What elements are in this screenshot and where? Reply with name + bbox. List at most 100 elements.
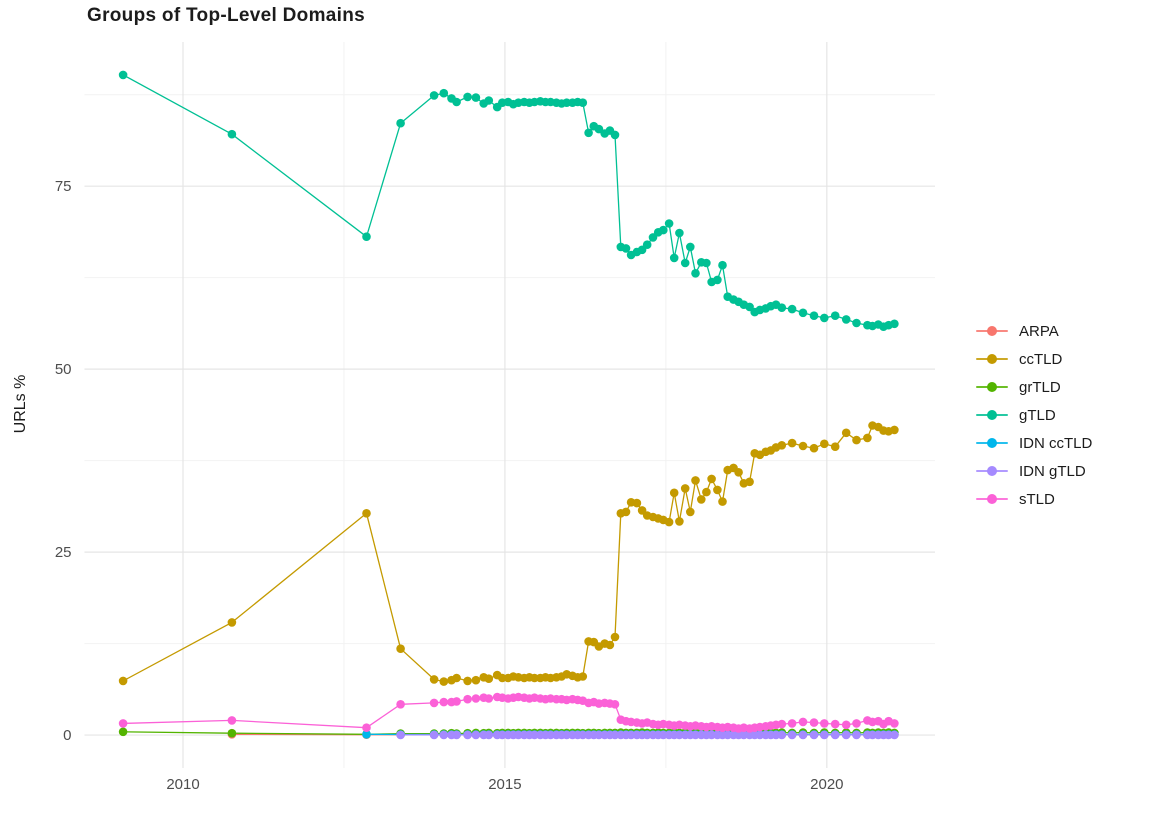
legend-key-idn-cctld-icon (976, 433, 1008, 453)
data-point (787, 304, 797, 314)
legend-key-cctld-icon (976, 349, 1008, 369)
data-point (659, 225, 668, 235)
legend-item-gtld: gTLD (976, 405, 1092, 425)
data-point (852, 435, 861, 445)
data-point (841, 720, 851, 730)
data-point (702, 487, 711, 497)
data-point (820, 719, 829, 728)
y-tick-label-50: 50 (55, 361, 72, 378)
legend-key-stld-icon (976, 489, 1008, 509)
data-point (777, 719, 787, 729)
data-point (578, 98, 588, 107)
data-point (362, 723, 371, 732)
x-tick-label-2015: 2015 (488, 776, 521, 793)
data-point (820, 313, 829, 323)
data-point (777, 441, 787, 450)
chart-title: Groups of Top-Level Domains (87, 5, 365, 26)
legend-item-idn-cctld: IDN ccTLD (976, 433, 1092, 453)
data-point (471, 694, 481, 703)
data-point (820, 730, 829, 740)
series-points-IDN gTLD (396, 730, 899, 740)
data-point (429, 698, 439, 708)
legend-key-gtld-icon (976, 405, 1008, 425)
data-point (686, 507, 695, 517)
data-point (429, 675, 439, 684)
legend-label-gtld: gTLD (1019, 406, 1056, 424)
data-point (362, 730, 371, 739)
data-point (584, 128, 593, 138)
series-points-ccTLD (118, 421, 899, 686)
data-point (484, 694, 494, 703)
legend-label-idn-gtld: IDN gTLD (1019, 462, 1086, 480)
data-point (471, 675, 481, 685)
series-line-gTLD (122, 74, 895, 328)
data-point (798, 441, 808, 451)
data-point (484, 730, 494, 740)
data-point (841, 315, 851, 324)
data-point (463, 676, 472, 686)
data-point (820, 439, 829, 449)
data-point (745, 477, 754, 487)
series-points-gTLD (118, 70, 899, 332)
legend-label-cctld: ccTLD (1019, 350, 1063, 368)
legend-key-grtld-icon (976, 377, 1008, 397)
data-point (439, 697, 449, 707)
data-point (702, 258, 711, 268)
data-point (605, 640, 615, 650)
data-point (707, 474, 716, 484)
data-point (362, 232, 371, 241)
data-point (841, 730, 851, 740)
data-point (578, 672, 588, 681)
legend: ARPA ccTLD grTLD gTLD IDN ccTLD IDN gTLD… (976, 321, 1092, 509)
data-point (118, 727, 128, 737)
data-point (680, 258, 690, 268)
data-point (471, 730, 481, 740)
data-point (452, 697, 461, 706)
data-point (227, 618, 237, 627)
data-point (396, 730, 405, 740)
data-point (664, 517, 674, 527)
data-point (686, 242, 695, 252)
data-point (227, 129, 237, 139)
data-point (463, 92, 472, 102)
data-point (718, 497, 727, 506)
data-point (680, 484, 690, 493)
data-point (610, 700, 620, 709)
data-point (610, 130, 620, 140)
data-point (691, 269, 700, 278)
data-point (787, 438, 797, 448)
data-point (675, 228, 684, 238)
data-point (697, 495, 706, 504)
legend-item-idn-gtld: IDN gTLD (976, 461, 1092, 481)
data-point (809, 443, 819, 453)
data-point (830, 730, 840, 740)
y-tick-label-25: 25 (55, 544, 72, 561)
data-point (852, 719, 861, 728)
legend-key-idn-gtld-icon (976, 461, 1008, 481)
legend-item-stld: sTLD (976, 489, 1092, 509)
data-point (664, 219, 674, 228)
data-point (809, 311, 819, 321)
data-point (787, 719, 797, 728)
data-point (787, 730, 797, 740)
data-point (713, 485, 722, 495)
data-point (621, 507, 631, 517)
data-point (484, 674, 494, 683)
data-point (890, 730, 899, 740)
data-point (718, 260, 727, 270)
legend-item-cctld: ccTLD (976, 349, 1092, 369)
x-tick-label-2010: 2010 (166, 776, 199, 793)
data-point (484, 96, 494, 105)
data-point (830, 442, 840, 452)
legend-key-arpa-icon (976, 321, 1008, 341)
data-point (118, 719, 128, 728)
legend-label-stld: sTLD (1019, 490, 1055, 508)
data-point (830, 311, 840, 321)
data-point (777, 730, 787, 740)
data-point (798, 717, 808, 727)
data-point (118, 676, 128, 686)
data-point (890, 319, 899, 329)
x-tick-label-2020: 2020 (810, 776, 843, 793)
